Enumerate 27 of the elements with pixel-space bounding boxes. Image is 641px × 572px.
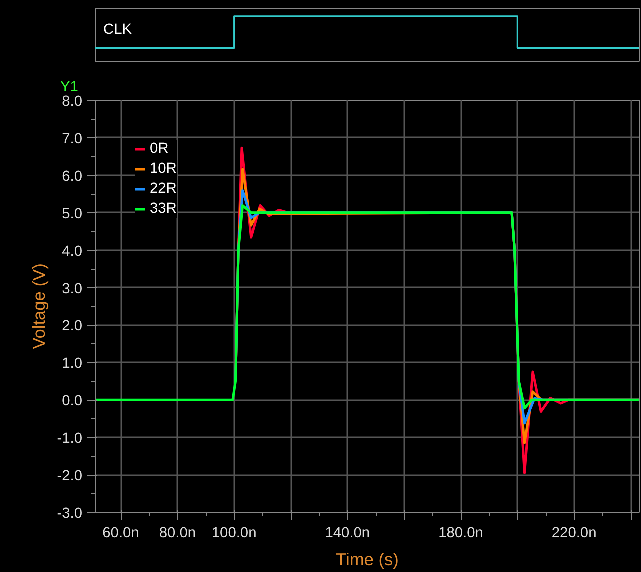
x-axis-title: Time (s): [336, 550, 399, 570]
x-tick-label: 100.0n: [212, 526, 257, 542]
legend-label: 22R: [150, 181, 177, 197]
y-tick-label: -3.0: [57, 506, 83, 522]
legend-label: 10R: [150, 161, 177, 177]
line-series: [96, 204, 640, 410]
x-tick-label: 80.0n: [159, 526, 196, 542]
y-tick-label: 3.0: [62, 281, 82, 298]
y-tick-label: 8.0: [62, 94, 82, 110]
y-tick-label: 6.0: [62, 168, 82, 185]
text: Y1: [60, 80, 78, 96]
x-tick-label: 220.0n: [552, 526, 597, 542]
y-tick-label: 0.0: [62, 394, 82, 410]
legend-label: 33R: [150, 201, 177, 217]
y-tick-label: 4.0: [62, 244, 82, 260]
x-tick-label: 180.0n: [438, 526, 484, 542]
y-tick-label: 1.0: [62, 356, 82, 372]
y-tick-label: -1.0: [57, 431, 83, 448]
y-tick-label: -2.0: [57, 468, 83, 485]
y-tick-label: 5.0: [62, 206, 82, 222]
legend-label: 0R: [150, 141, 170, 157]
x-tick-label: 60.0n: [102, 526, 140, 542]
y-tick-label: 2.0: [62, 318, 82, 335]
series-label: CLK: [104, 22, 132, 38]
y-tick-label: 7.0: [62, 131, 82, 148]
x-tick-label: 140.0n: [325, 526, 370, 542]
y-axis-title: Voltage (V): [29, 264, 50, 350]
